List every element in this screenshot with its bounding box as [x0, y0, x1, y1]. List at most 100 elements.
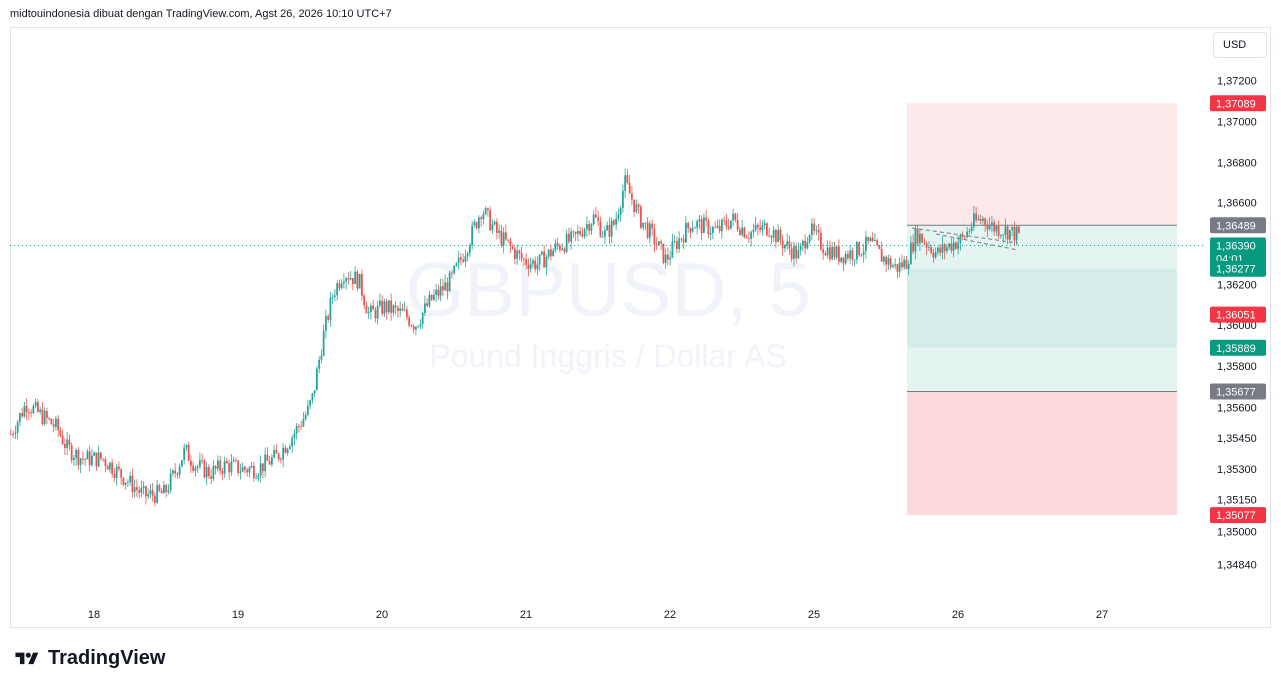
candle-body [529, 263, 532, 269]
candle-body [541, 251, 543, 255]
x-tick-label: 27 [1096, 609, 1108, 621]
candle-body [104, 459, 107, 466]
wedge-drawing[interactable] [911, 227, 1019, 251]
y-tick-label: 1,36600 [1217, 198, 1257, 210]
candle-body [212, 466, 215, 479]
candle-body [849, 250, 852, 259]
target-zone-1 [907, 225, 1177, 269]
candle-body [61, 435, 64, 445]
time-axis[interactable]: 18 19 20 21 22 25 26 27 [88, 609, 1108, 621]
candle-body [73, 458, 75, 461]
tradingview-brand[interactable]: TradingView [12, 647, 165, 670]
candle-body [10, 433, 12, 435]
candle-body [892, 265, 894, 268]
candle-body [637, 204, 640, 207]
candle-body [163, 485, 165, 494]
price-label-final: 1,35677 [1216, 387, 1256, 399]
candle-body [14, 432, 17, 435]
candle-body [910, 242, 912, 265]
candle-body [68, 439, 71, 446]
candle-body [136, 487, 138, 490]
candle-body [291, 437, 294, 447]
candle-body [831, 246, 834, 260]
candle-body [55, 418, 57, 427]
candle-body [525, 259, 528, 265]
candle-body [478, 217, 480, 229]
candle-body [185, 445, 188, 448]
candle-body [707, 220, 710, 235]
candle-body [723, 219, 726, 221]
candle-body [977, 218, 980, 221]
candle-body [221, 470, 224, 474]
candle-body [743, 227, 746, 238]
candle-body [523, 258, 525, 260]
candle-body [516, 250, 519, 259]
candle-body [968, 230, 971, 232]
candle-body [19, 413, 21, 423]
candle-body [385, 301, 388, 313]
candle-body [727, 226, 730, 229]
y-tick-label: 1,35800 [1217, 361, 1257, 373]
candle-body [577, 231, 579, 234]
candle-body [808, 234, 811, 243]
candle-body [138, 489, 141, 493]
candle-body [687, 222, 690, 229]
candle-body [311, 393, 314, 401]
x-tick-label: 26 [952, 609, 964, 621]
candle-body [952, 242, 955, 251]
candle-body [847, 253, 849, 259]
y-tick-label: 1,36200 [1217, 280, 1257, 292]
candle-body [124, 482, 127, 485]
candle-body [95, 452, 98, 467]
candle-body [712, 227, 714, 234]
candle-body [264, 454, 267, 472]
price-label-t3: 1,35889 [1216, 343, 1256, 355]
candle-body [766, 223, 768, 236]
candle-body [192, 465, 195, 471]
candle-body [865, 236, 867, 252]
candle-body [266, 454, 269, 462]
candle-body [37, 401, 39, 412]
candle-body [721, 219, 723, 232]
candle-body [556, 243, 559, 246]
candle-body [66, 439, 69, 448]
candle-body [1004, 226, 1007, 235]
currency-button[interactable]: USD [1213, 32, 1267, 58]
candle-body [140, 487, 143, 493]
candle-body [799, 245, 802, 251]
candle-body [631, 193, 633, 200]
candle-body [367, 312, 370, 314]
candle-body [1018, 226, 1020, 233]
candle-body [725, 220, 728, 227]
candle-body [786, 241, 789, 245]
candle-body [487, 208, 489, 210]
stop-zone-upper [907, 103, 1177, 226]
candle-body [293, 433, 296, 438]
x-tick-label: 21 [520, 609, 532, 621]
candle-body [259, 463, 262, 476]
x-tick-label: 18 [88, 609, 100, 621]
candle-body [934, 252, 937, 258]
candle-body [579, 231, 582, 235]
candle-body [754, 224, 757, 230]
candle-body [898, 262, 901, 272]
y-tick-label: 1,35600 [1217, 403, 1257, 415]
candle-body [867, 236, 870, 242]
candle-body [583, 229, 586, 237]
price-axis[interactable]: 1,372001,370001,368001,366001,364001,362… [1217, 76, 1257, 572]
candle-body [358, 273, 361, 289]
x-tick-label: 19 [232, 609, 244, 621]
candle-body [48, 417, 51, 419]
price-label-t2: 1,36051 [1216, 310, 1256, 322]
candle-body [421, 312, 424, 325]
candle-body [736, 220, 739, 230]
candle-body [109, 462, 111, 470]
candle-body [131, 475, 134, 493]
candle-body [979, 218, 982, 221]
candle-body [784, 244, 786, 249]
candle-body [120, 469, 123, 478]
candle-body [174, 470, 177, 474]
candle-body [322, 330, 325, 356]
candle-body [491, 224, 494, 231]
